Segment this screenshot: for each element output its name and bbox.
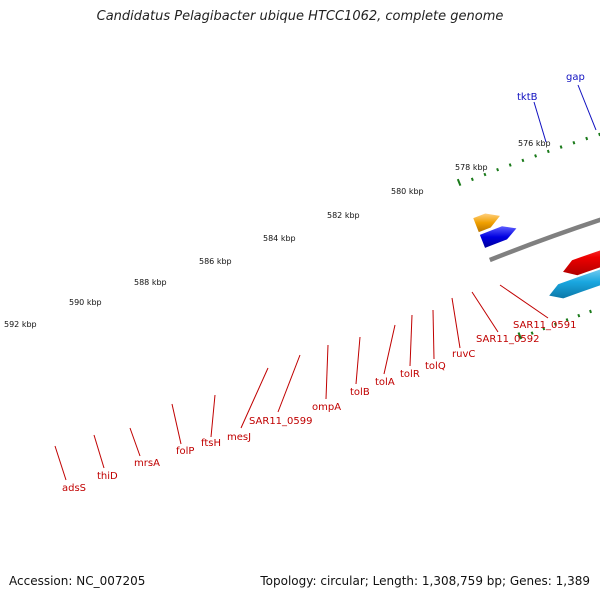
gene-label-tolA: tolA [375, 377, 395, 388]
gene-rev-low-0 [549, 269, 600, 299]
accession-text: Accession: NC_007205 [9, 574, 146, 588]
scale-label-588: 588 kbp [134, 278, 167, 287]
tick-mark [517, 332, 523, 340]
gene-label-tolR: tolR [400, 369, 420, 380]
tick-mark [508, 163, 512, 167]
forward-gene-labels: tktB gap [517, 72, 585, 103]
callout-line [171, 403, 182, 445]
tick-mark [530, 331, 534, 335]
gene-label-tolB: tolB [350, 387, 370, 398]
tick-mark [483, 172, 487, 177]
tick-mark [456, 178, 462, 186]
callout-line [54, 445, 67, 481]
callout-line [383, 324, 396, 375]
gene-label-SAR11_0591: SAR11_0591 [513, 320, 577, 331]
genome-summary-text: Topology: circular; Length: 1,308,759 bp… [260, 574, 590, 588]
tick-mark [589, 309, 592, 314]
scale-label-582: 582 kbp [327, 211, 360, 220]
reverse-gene-labels: adsS thiD mrsA folP ftsH mesJ SAR11_0599… [62, 320, 577, 494]
callout-line [533, 101, 547, 143]
callout-line [499, 284, 549, 319]
gene-label-mesJ: mesJ [227, 432, 251, 443]
callout-line [577, 84, 597, 131]
gene-label-tktB: tktB [517, 92, 538, 103]
callout-line [451, 297, 461, 349]
gene-label-mrsA: mrsA [134, 458, 160, 469]
callout-line [432, 309, 435, 360]
tick-mark [577, 313, 581, 318]
scale-label-576: 576 kbp [518, 139, 551, 148]
tick-mark [565, 318, 569, 322]
callout-line [409, 314, 413, 367]
scale-label-586: 586 kbp [199, 257, 232, 266]
label-callouts [54, 84, 597, 481]
tick-mark [559, 145, 563, 149]
scale-labels: 592 kbp 590 kbp 588 kbp 586 kbp 584 kbp … [4, 139, 551, 329]
figure-title: Candidatus Pelagibacter ubique HTCC1062,… [96, 9, 504, 24]
gene-label-tolQ: tolQ [425, 361, 446, 372]
callout-line [210, 394, 216, 438]
gene-label-folP: folP [176, 446, 194, 457]
tick-mark [542, 326, 546, 331]
tick-mark [546, 149, 550, 154]
tick-mark [470, 177, 474, 182]
scale-label-592: 592 kbp [4, 320, 37, 329]
tick-mark [521, 158, 525, 163]
scale-label-584: 584 kbp [263, 234, 296, 243]
gene-rev-top-0 [563, 250, 600, 276]
callout-line [355, 336, 361, 385]
scale-label-578: 578 kbp [455, 163, 488, 172]
gene-edge-left-a [473, 213, 500, 233]
tick-mark [572, 140, 576, 145]
callout-line [240, 367, 269, 429]
gene-edge-left-b [479, 226, 517, 248]
gene-label-ruvC: ruvC [452, 349, 475, 360]
gene-label-gap: gap [566, 72, 585, 83]
gene-label-adsS: adsS [62, 483, 86, 494]
tick-mark [553, 322, 557, 326]
callout-line [325, 344, 329, 400]
scale-label-580: 580 kbp [391, 187, 424, 196]
gene-label-ftsH: ftsH [201, 438, 221, 449]
gene-label-ompA: ompA [312, 402, 341, 413]
gene-label-SAR11_0599: SAR11_0599 [249, 416, 313, 427]
callout-line [277, 354, 301, 413]
callout-line [93, 434, 105, 469]
scale-label-590: 590 kbp [69, 298, 102, 307]
gene-label-thiD: thiD [97, 471, 118, 482]
callout-line [471, 291, 499, 333]
callout-line [129, 427, 141, 457]
inner-tick-ring [517, 309, 592, 340]
tick-mark [585, 136, 589, 141]
gene-label-SAR11_0592: SAR11_0592 [476, 334, 540, 345]
gene-features [473, 213, 600, 299]
tick-mark [534, 154, 538, 158]
tick-mark [496, 167, 500, 172]
